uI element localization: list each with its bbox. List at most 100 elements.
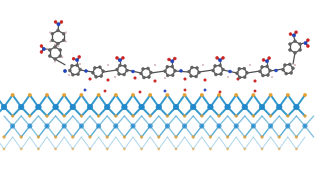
- Circle shape: [148, 76, 150, 78]
- Circle shape: [166, 74, 169, 77]
- Circle shape: [80, 115, 83, 117]
- Circle shape: [54, 61, 56, 62]
- Circle shape: [47, 48, 48, 50]
- Circle shape: [282, 68, 284, 71]
- Circle shape: [72, 57, 75, 60]
- Circle shape: [97, 115, 100, 117]
- Circle shape: [118, 73, 121, 75]
- Circle shape: [142, 76, 145, 79]
- Circle shape: [11, 115, 14, 117]
- Circle shape: [295, 31, 298, 34]
- Circle shape: [195, 75, 197, 78]
- Circle shape: [276, 104, 282, 110]
- Circle shape: [200, 93, 204, 97]
- Circle shape: [292, 67, 294, 70]
- Circle shape: [190, 104, 196, 110]
- Circle shape: [118, 59, 122, 62]
- Circle shape: [95, 75, 98, 78]
- Circle shape: [134, 77, 136, 79]
- Circle shape: [188, 70, 190, 73]
- Circle shape: [252, 93, 255, 97]
- Circle shape: [115, 115, 117, 117]
- Circle shape: [50, 32, 51, 33]
- Circle shape: [157, 136, 160, 138]
- Circle shape: [131, 124, 135, 128]
- Circle shape: [116, 68, 118, 71]
- Circle shape: [243, 76, 246, 79]
- Circle shape: [158, 148, 160, 150]
- Circle shape: [140, 148, 143, 150]
- Circle shape: [288, 63, 291, 66]
- Circle shape: [271, 76, 273, 78]
- Circle shape: [116, 57, 118, 59]
- Circle shape: [200, 115, 203, 117]
- Circle shape: [292, 34, 296, 37]
- Circle shape: [96, 124, 101, 128]
- Circle shape: [262, 58, 265, 61]
- Circle shape: [184, 78, 186, 80]
- Circle shape: [59, 55, 61, 57]
- Circle shape: [289, 43, 292, 46]
- Circle shape: [89, 78, 91, 80]
- Circle shape: [260, 136, 263, 138]
- Circle shape: [237, 78, 239, 80]
- Circle shape: [286, 115, 289, 117]
- Circle shape: [51, 32, 54, 35]
- Circle shape: [89, 136, 92, 138]
- Circle shape: [63, 69, 67, 73]
- Circle shape: [166, 93, 169, 97]
- Circle shape: [59, 49, 61, 51]
- Circle shape: [37, 136, 40, 138]
- Circle shape: [171, 74, 174, 77]
- Circle shape: [149, 71, 152, 74]
- Circle shape: [268, 69, 271, 72]
- Circle shape: [218, 115, 220, 117]
- Circle shape: [245, 71, 248, 74]
- Circle shape: [227, 148, 229, 150]
- Circle shape: [269, 93, 272, 97]
- Circle shape: [164, 77, 166, 79]
- Circle shape: [202, 64, 204, 66]
- Circle shape: [222, 57, 224, 59]
- Circle shape: [45, 124, 49, 128]
- Circle shape: [212, 69, 214, 72]
- Circle shape: [299, 48, 301, 51]
- Circle shape: [147, 67, 149, 70]
- Circle shape: [295, 148, 298, 150]
- Circle shape: [175, 136, 177, 138]
- Circle shape: [60, 20, 63, 23]
- Circle shape: [164, 90, 166, 92]
- Circle shape: [45, 93, 49, 97]
- Circle shape: [214, 73, 217, 76]
- Circle shape: [132, 93, 135, 97]
- Circle shape: [217, 124, 221, 128]
- Circle shape: [19, 104, 24, 110]
- Circle shape: [36, 104, 41, 110]
- Circle shape: [139, 91, 141, 93]
- Circle shape: [124, 65, 126, 67]
- Circle shape: [278, 148, 280, 150]
- Circle shape: [57, 45, 59, 47]
- Circle shape: [304, 115, 306, 117]
- Circle shape: [132, 115, 134, 117]
- Circle shape: [148, 124, 152, 128]
- Circle shape: [123, 136, 126, 138]
- Circle shape: [42, 47, 45, 51]
- Circle shape: [219, 91, 221, 93]
- Circle shape: [114, 124, 118, 128]
- Circle shape: [156, 104, 162, 110]
- Circle shape: [307, 45, 309, 47]
- Circle shape: [114, 93, 117, 97]
- Circle shape: [204, 79, 206, 81]
- Circle shape: [114, 76, 116, 78]
- Circle shape: [57, 42, 60, 45]
- Circle shape: [243, 67, 246, 70]
- Circle shape: [208, 104, 213, 110]
- Circle shape: [54, 136, 57, 138]
- Circle shape: [304, 41, 307, 45]
- Circle shape: [62, 57, 63, 58]
- Circle shape: [48, 55, 51, 57]
- Circle shape: [238, 76, 241, 79]
- Circle shape: [238, 67, 241, 70]
- Circle shape: [132, 70, 134, 73]
